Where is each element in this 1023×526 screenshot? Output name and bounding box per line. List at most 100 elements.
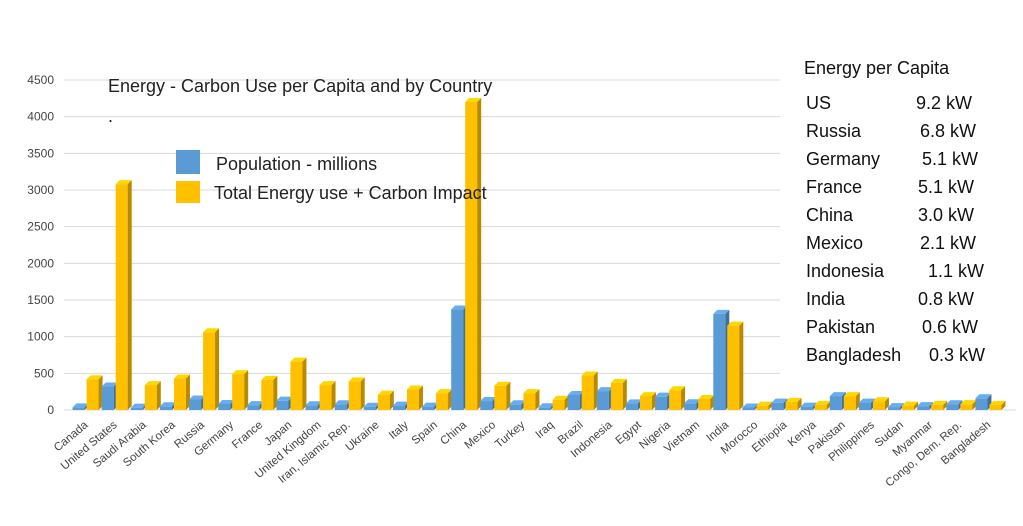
bar-front	[742, 407, 755, 410]
bars	[72, 98, 1006, 410]
bar-top	[552, 395, 569, 400]
bar-front	[960, 404, 973, 410]
bar-front	[276, 400, 289, 410]
panel-row-value: 5.1 kW	[918, 177, 974, 197]
bar-front	[552, 399, 565, 410]
bar-front	[698, 399, 711, 410]
bar-top	[858, 398, 875, 403]
bar-side	[943, 400, 948, 410]
bar-top	[960, 400, 977, 405]
bar-top	[639, 392, 656, 397]
bar-top	[247, 401, 264, 406]
y-tick-label: 4500	[27, 73, 54, 87]
bar-side	[244, 370, 249, 410]
legend-swatch-energy	[176, 181, 200, 203]
per-capita-panel: Energy per Capita US 9.2 kW Russia 6.8 kW Ge…	[780, 52, 1020, 377]
y-tick-label: 4000	[27, 110, 54, 124]
bar-side	[884, 397, 889, 410]
y-tick-label: 500	[34, 366, 54, 380]
bar-top	[377, 390, 394, 395]
y-tick-label: 2500	[27, 220, 54, 234]
panel-row-country: France	[806, 177, 862, 197]
bar-energy	[523, 389, 540, 410]
bar-energy	[465, 98, 482, 410]
bar-front	[465, 102, 478, 410]
bar-side	[535, 389, 540, 410]
bar-side	[622, 378, 627, 410]
bar-energy	[727, 321, 744, 410]
bar-population	[334, 400, 351, 410]
bar-top	[655, 392, 672, 397]
bar-top	[917, 402, 934, 407]
bar-top	[276, 396, 293, 401]
bar-front	[713, 313, 726, 410]
bar-front	[334, 404, 347, 410]
y-tick-label: 1500	[27, 293, 54, 307]
bar-energy	[931, 400, 948, 410]
bar-energy	[232, 370, 249, 410]
bar-energy	[785, 397, 802, 410]
y-tick-label: 3000	[27, 183, 54, 197]
bar-front	[115, 184, 128, 410]
bar-top	[902, 401, 919, 406]
bar-front	[86, 379, 99, 410]
bar-front	[509, 404, 522, 410]
bar-front	[72, 407, 85, 410]
panel-row-country: US	[806, 93, 831, 113]
panel-row-value: 0.3 kW	[929, 345, 985, 365]
panel-row-country: Germany	[806, 149, 880, 169]
panel-row-country: China	[806, 205, 854, 225]
bar-population	[538, 403, 555, 410]
bar-front	[189, 399, 202, 410]
bar-top	[451, 305, 468, 310]
bar-energy	[902, 401, 919, 410]
y-tick-label: 2000	[27, 256, 54, 270]
bar-front	[858, 402, 871, 410]
bar-population	[771, 398, 788, 410]
bar-population	[742, 403, 759, 410]
bar-energy	[115, 180, 132, 410]
bar-energy	[552, 395, 569, 410]
bar-top	[567, 390, 584, 395]
bar-side	[710, 395, 715, 410]
bar-energy	[756, 401, 773, 410]
bar-energy	[872, 397, 889, 410]
bar-top	[698, 395, 715, 399]
bar-top	[843, 392, 860, 397]
bar-front	[203, 332, 216, 410]
bar-top	[610, 378, 627, 383]
bar-front	[814, 404, 827, 410]
bar-top	[101, 382, 118, 387]
bar-top	[596, 387, 613, 392]
bar-population	[625, 399, 642, 410]
legend-label-population: Population - millions	[216, 154, 377, 174]
bar-top	[305, 401, 322, 406]
bar-top	[785, 397, 802, 402]
bar-front	[319, 385, 332, 410]
bar-population	[713, 309, 730, 410]
bar-front	[218, 403, 231, 410]
bar-front	[261, 379, 274, 410]
panel-title: Energy per Capita	[804, 58, 950, 78]
bar-front	[436, 393, 449, 410]
bar-front	[829, 396, 842, 410]
bar-front	[494, 385, 507, 410]
legend-swatch-population	[176, 150, 200, 174]
bar-front	[872, 401, 885, 410]
bar-population	[218, 399, 235, 410]
bar-top	[829, 392, 846, 397]
bar-energy	[581, 371, 598, 410]
bar-top	[232, 370, 249, 375]
bar-front	[422, 406, 435, 410]
bar-energy	[261, 375, 278, 410]
bar-top	[130, 403, 147, 408]
bar-front	[610, 382, 623, 410]
bar-side	[739, 321, 744, 410]
bar-front	[975, 398, 988, 410]
bar-side	[768, 401, 773, 410]
bar-side	[98, 375, 103, 410]
bar-population	[858, 398, 875, 410]
bar-side	[681, 386, 686, 410]
x-tick-label: Iraq	[534, 419, 557, 441]
